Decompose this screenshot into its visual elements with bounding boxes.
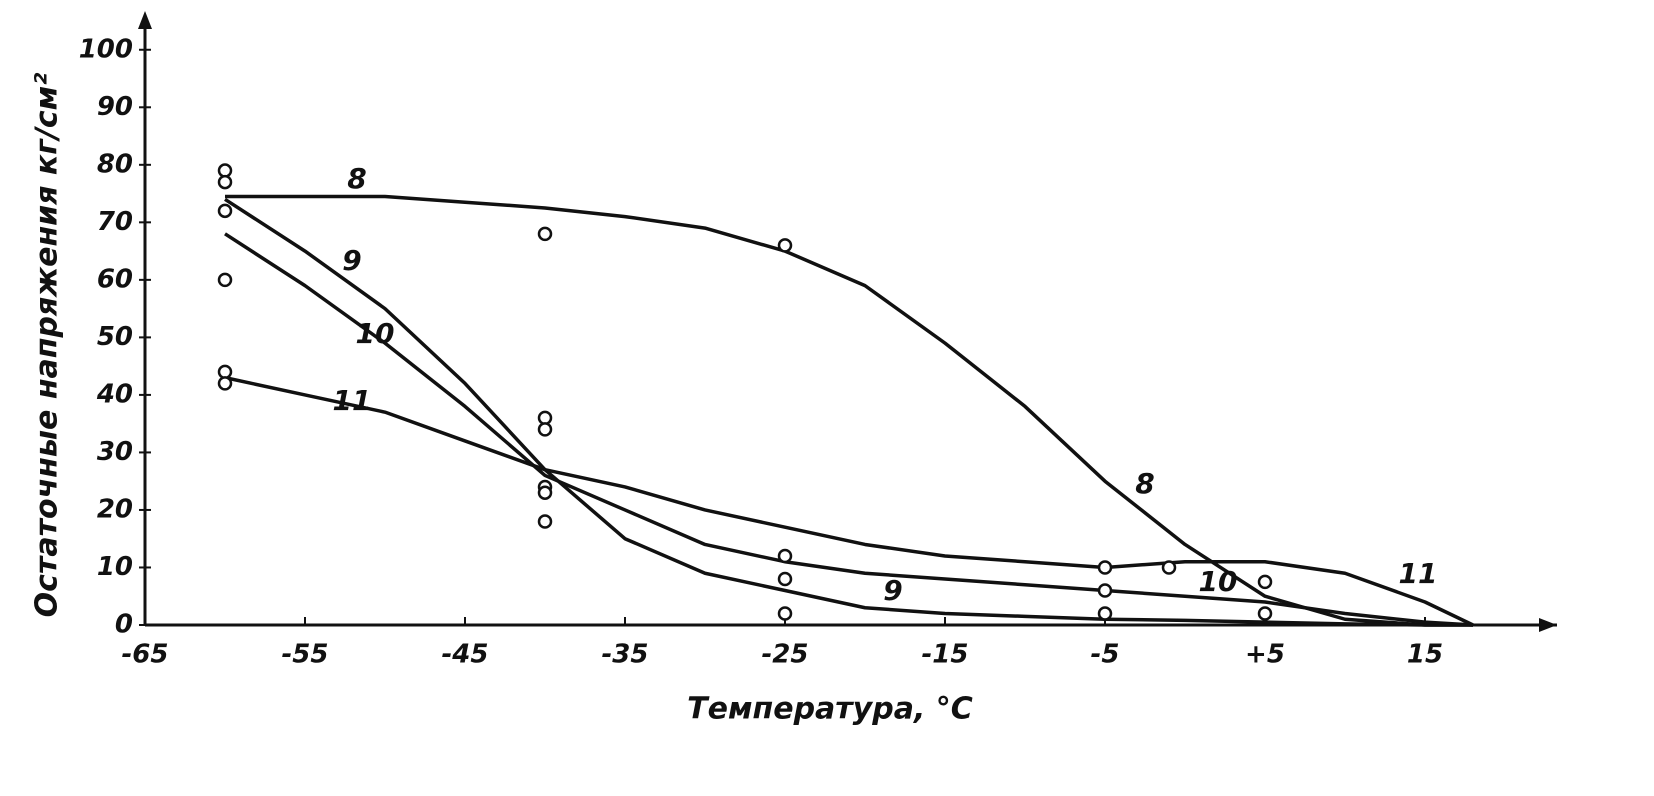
data-point: [1097, 560, 1113, 575]
curve: [224, 197, 1473, 627]
x-tick-label: +5: [1245, 640, 1285, 670]
data-point: [1161, 560, 1177, 575]
curve-label: 10: [356, 317, 395, 350]
x-tick-label: -15: [922, 640, 969, 670]
x-tick-label: -35: [602, 640, 649, 670]
x-arrow: [1539, 618, 1557, 632]
curve-label: 8: [1135, 467, 1154, 500]
curve: [224, 375, 1474, 627]
data-point: [777, 606, 793, 621]
x-tick-label: 15: [1407, 640, 1443, 670]
y-tick-label: 100: [79, 34, 133, 64]
y-tick-label: 30: [97, 437, 133, 467]
data-point: [1257, 574, 1273, 590]
data-point: [777, 548, 793, 564]
data-point: [537, 514, 553, 529]
data-point: [537, 410, 553, 426]
data-point: [537, 485, 553, 500]
data-point: [1257, 606, 1273, 621]
y-tick-label: 50: [97, 322, 133, 352]
data-point: [217, 163, 233, 178]
data-point: [1097, 606, 1113, 621]
curve: [224, 232, 1474, 627]
curve-label: 11: [1399, 557, 1438, 590]
x-axis-label: Температура, °С: [687, 692, 973, 727]
y-tick-label: 10: [97, 552, 133, 582]
x-tick-label: -55: [282, 640, 329, 670]
y-tick-label: 20: [97, 494, 133, 524]
y-tick-label: 40: [96, 379, 133, 409]
x-tick-label: -45: [442, 640, 489, 670]
y-tick-label: 80: [97, 149, 133, 179]
data-point: [217, 203, 233, 219]
x-tick-label: -65: [122, 640, 169, 670]
data-point: [217, 272, 233, 288]
data-point: [217, 364, 233, 380]
curve-label: 9: [883, 574, 902, 607]
curve-label: 9: [342, 244, 361, 277]
curve-label: 11: [333, 384, 372, 417]
data-point: [777, 238, 793, 253]
data-point: [777, 571, 793, 587]
data-point: [537, 422, 553, 437]
y-tick-label: 60: [97, 264, 133, 294]
x-tick-label: -5: [1091, 640, 1120, 670]
curve: [225, 194, 1473, 627]
data-point: [1097, 583, 1113, 598]
x-tick-label: -25: [762, 640, 809, 670]
data-point: [217, 376, 233, 391]
y-tick-label: 70: [97, 207, 133, 237]
y-arrow: [138, 11, 152, 29]
y-axis-label: Остаточные напряжения кг/см²: [30, 73, 65, 618]
data-point: [537, 226, 553, 242]
data-point: [217, 174, 233, 190]
y-tick-label: 0: [115, 610, 133, 640]
curve-label: 8: [347, 162, 366, 195]
y-tick-label: 90: [97, 92, 133, 122]
curve-label: 10: [1199, 565, 1238, 598]
